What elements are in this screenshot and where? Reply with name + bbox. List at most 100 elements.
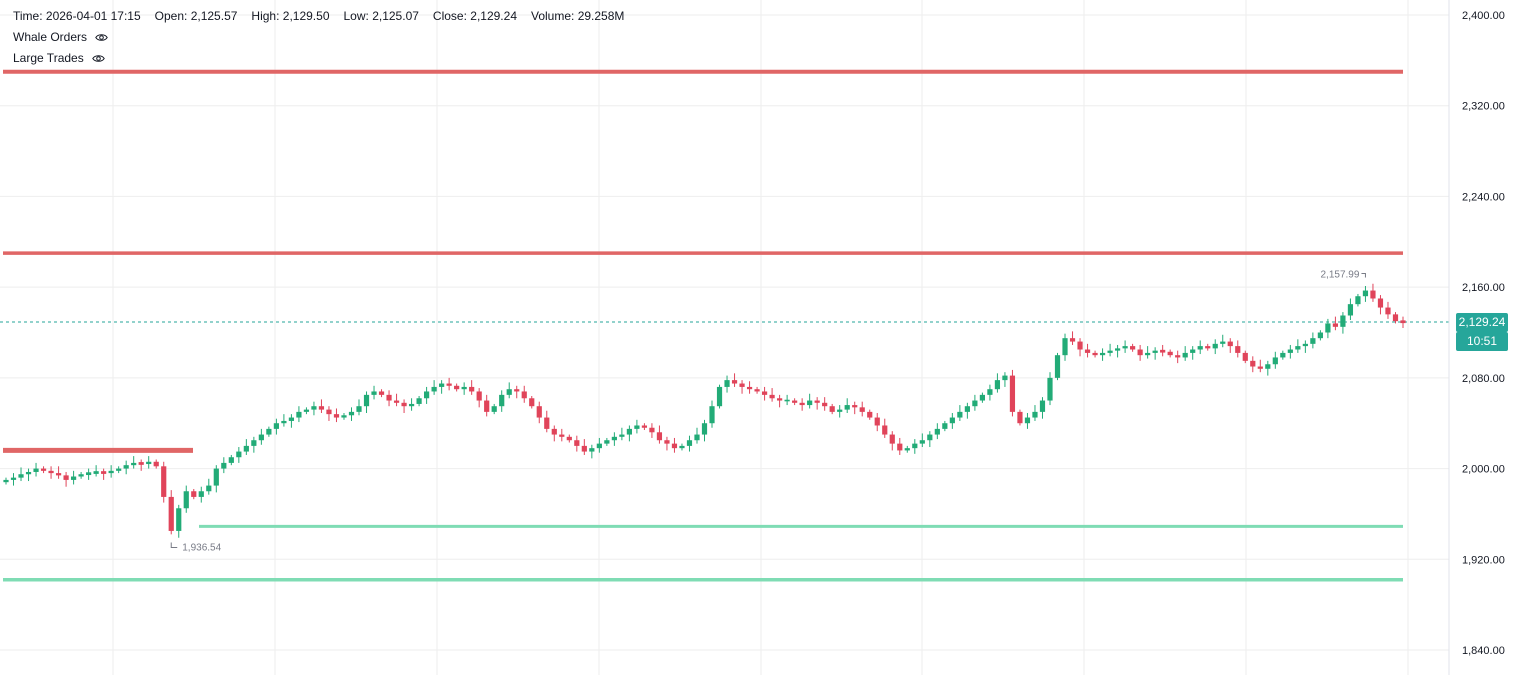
candle-body xyxy=(566,436,572,441)
candle xyxy=(1385,301,1391,319)
candle-body xyxy=(979,394,985,401)
candle-body xyxy=(393,400,400,403)
candle xyxy=(1152,347,1158,360)
candle xyxy=(161,461,167,503)
candle-body xyxy=(1160,349,1166,353)
candle xyxy=(521,385,527,403)
candle xyxy=(634,419,640,434)
candle xyxy=(1220,334,1226,348)
candle xyxy=(1250,356,1256,373)
candle-body xyxy=(221,462,227,469)
candle xyxy=(559,428,565,442)
candle xyxy=(1212,339,1218,355)
candle xyxy=(243,439,249,455)
candle xyxy=(619,427,625,441)
low-marker-label: 1,936.54 xyxy=(182,543,221,554)
candle xyxy=(566,434,572,443)
candle-body xyxy=(739,383,745,387)
candle xyxy=(1017,409,1023,426)
candle xyxy=(386,390,392,407)
candle-body xyxy=(634,425,640,429)
candle-body xyxy=(1182,352,1188,358)
candle-body xyxy=(1047,377,1053,401)
candle xyxy=(1280,350,1286,360)
candle-body xyxy=(1099,352,1106,356)
candle-body xyxy=(731,380,738,384)
candle xyxy=(604,437,610,446)
candle-body xyxy=(1242,352,1248,361)
candle xyxy=(138,459,144,471)
indicator-whale-orders[interactable]: Whale Orders xyxy=(13,27,638,48)
candle xyxy=(266,426,272,437)
candle xyxy=(1145,346,1151,359)
candle xyxy=(987,384,993,401)
price-tick-label: 2,320.00 xyxy=(1462,101,1505,113)
candle xyxy=(1039,397,1046,419)
candle xyxy=(1392,312,1399,324)
candle xyxy=(183,485,189,513)
candle xyxy=(296,406,302,423)
candle-body xyxy=(1145,352,1151,356)
candle xyxy=(1069,331,1076,345)
candle xyxy=(641,423,648,431)
candle-body xyxy=(934,428,940,435)
candle xyxy=(874,413,880,432)
candle-body xyxy=(1227,341,1233,347)
candle-body xyxy=(108,470,114,474)
candle xyxy=(318,399,325,414)
candle-body xyxy=(484,400,490,412)
candle xyxy=(1047,372,1053,406)
candle-body xyxy=(311,406,317,410)
price-axis[interactable]: 2,400.00 2,320.00 2,240.00 2,160.00 2,080.00… xyxy=(1448,0,1505,675)
candle-body xyxy=(116,468,122,471)
candle xyxy=(206,478,212,495)
candle xyxy=(251,436,257,453)
candle-body xyxy=(266,428,272,435)
candle-body xyxy=(1017,411,1023,424)
candle-body xyxy=(499,394,505,407)
candle xyxy=(48,466,54,479)
candle xyxy=(446,377,452,391)
candle-body xyxy=(131,462,137,466)
candle-body xyxy=(191,491,197,497)
price-tick-label: 2,000.00 xyxy=(1462,464,1505,476)
candle-body xyxy=(401,402,407,407)
candle-body xyxy=(10,477,17,480)
candle-body xyxy=(303,409,310,412)
price-tick-label: 2,400.00 xyxy=(1462,10,1505,22)
candle xyxy=(281,414,287,427)
candle-body xyxy=(25,471,32,475)
candle xyxy=(1265,360,1271,376)
candle-body xyxy=(363,394,370,407)
eye-icon[interactable] xyxy=(95,33,108,42)
candles xyxy=(3,283,1406,538)
candle xyxy=(611,432,617,446)
candle xyxy=(1347,298,1354,321)
candle xyxy=(1114,344,1121,358)
candle xyxy=(867,409,873,420)
eye-icon[interactable] xyxy=(91,54,105,63)
candle xyxy=(1122,340,1128,353)
candle xyxy=(191,488,197,500)
candle xyxy=(626,425,632,442)
candle-body xyxy=(78,474,84,477)
candle xyxy=(671,437,678,453)
time-readout: Time: 2026-04-01 17:15 xyxy=(13,9,141,23)
candle-body xyxy=(1325,323,1331,333)
price-tick-label: 1,840.00 xyxy=(1462,645,1505,657)
candle-body xyxy=(897,443,903,451)
candle xyxy=(686,435,693,452)
candle xyxy=(754,386,760,394)
candle xyxy=(701,419,708,442)
candle xyxy=(536,401,542,424)
price-tick-label: 2,160.00 xyxy=(1462,282,1505,294)
candle-body xyxy=(281,420,287,424)
candle xyxy=(476,388,482,408)
indicator-large-trades[interactable]: Large Trades xyxy=(13,48,638,69)
candle-body xyxy=(236,451,242,458)
candle-body xyxy=(1377,298,1384,308)
candle xyxy=(10,473,17,486)
candle xyxy=(574,435,580,452)
candle-body xyxy=(1287,349,1293,353)
